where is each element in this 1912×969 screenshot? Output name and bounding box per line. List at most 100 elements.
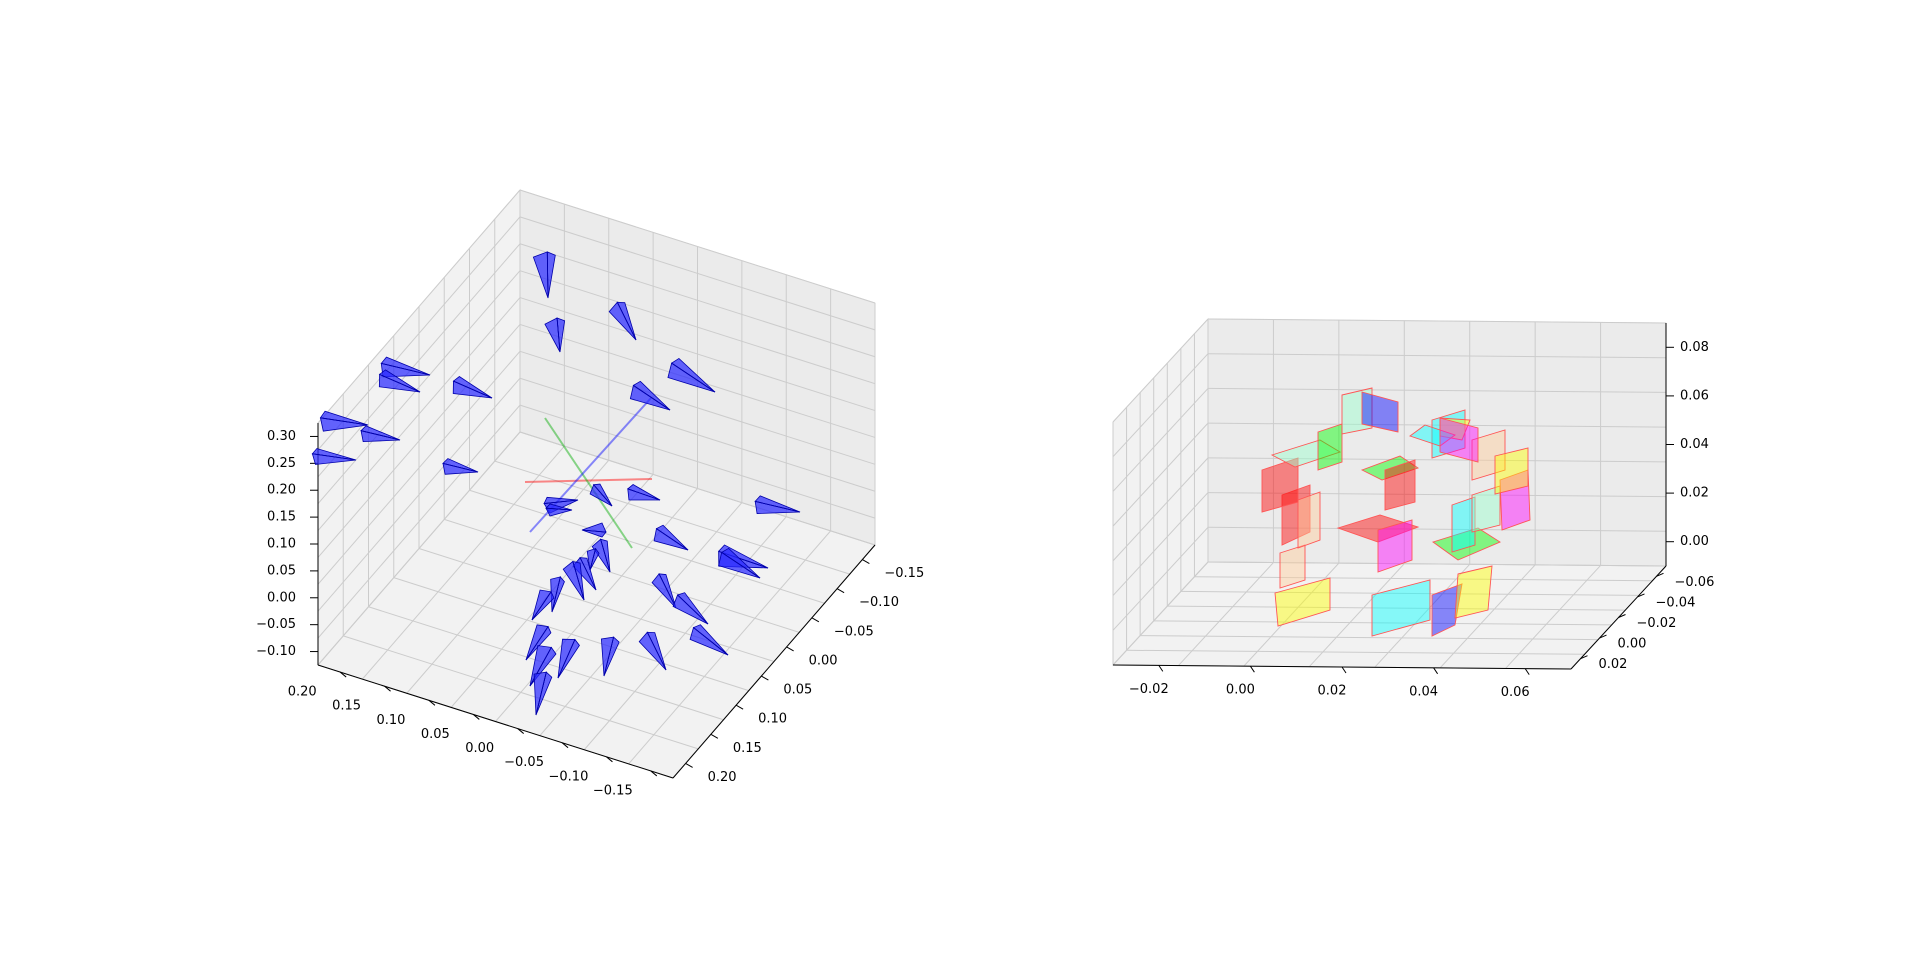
left-z-tick-label: −0.10 [256, 644, 296, 659]
world-axis-line [524, 478, 653, 483]
planar-patch [1432, 527, 1501, 561]
left-x-tick [606, 756, 613, 763]
left-x-tick [384, 685, 391, 692]
planar-patch [1471, 429, 1506, 481]
camera-pyramid [311, 448, 357, 465]
right-floor-gridline [1505, 565, 1601, 669]
left-wall-gridline [317, 189, 521, 424]
right-wall-gridline [1112, 318, 1209, 423]
right-floor-gridline [1178, 562, 1274, 666]
right-x-tick [1158, 665, 1164, 672]
right-wall-gridline [1112, 561, 1209, 666]
left-wall-gridline [519, 377, 876, 492]
right-y-tick-label: −0.04 [1656, 595, 1696, 610]
camera-pyramid [600, 636, 620, 677]
camera-pyramid [689, 624, 729, 656]
camera-pyramid [626, 484, 661, 501]
planar-patch [1499, 469, 1531, 531]
left-y-tick [786, 646, 794, 652]
planar-patches-3d-plot[interactable]: −0.02 0.00 0.02 0.04 0.06 0.02 0.00 −0.02 −0.04 −… [1111, 317, 1715, 700]
left-y-tick-label: −0.05 [834, 624, 874, 639]
left-z-tick-label: 0.30 [267, 429, 296, 444]
right-wall-gridline [1112, 422, 1209, 527]
right-wall-gridline [1207, 526, 1667, 532]
right-y-tick-label: −0.06 [1675, 575, 1715, 590]
left-x-tick [517, 728, 525, 734]
right-z-tick-label: 0.02 [1680, 486, 1709, 501]
right-y-tick [1656, 572, 1664, 577]
camera-pyramid [591, 538, 611, 573]
camera-pyramid [452, 376, 493, 399]
camera-pyramid [531, 589, 555, 621]
right-z-tick-label: 0.00 [1680, 534, 1709, 549]
right-y-tick [1599, 634, 1607, 639]
left-floor-gridline [539, 502, 743, 736]
right-wall-gridline [1207, 457, 1667, 463]
left-y-tick-label: 0.10 [758, 712, 787, 727]
left-floor-gridline [406, 459, 610, 694]
camera-pyramid [533, 671, 553, 716]
camera-pyramid [380, 356, 431, 378]
right-wall-gridline [1207, 353, 1667, 359]
left-wall-gridline [519, 297, 876, 412]
right-floor-gridline [1439, 564, 1536, 669]
camera-pyramid [544, 317, 566, 353]
left-wall-gridline [519, 189, 876, 304]
right-y-tick-label: −0.02 [1637, 616, 1677, 631]
left-wall-gridline [519, 243, 876, 358]
left-x-tick-label: 0.05 [421, 727, 450, 742]
camera-pyramid [589, 483, 613, 507]
left-y-tick-label: 0.05 [783, 683, 812, 698]
planar-patch [1317, 423, 1343, 471]
left-wall-gridline [317, 324, 521, 558]
left-x-tick-label: 0.15 [332, 699, 361, 714]
right-floor-gridline [1374, 563, 1471, 668]
camera-pyramid [557, 638, 580, 679]
right-z-tick-label: 0.08 [1680, 340, 1709, 355]
left-wall-gridline [317, 404, 521, 639]
left-x-tick-label: 0.10 [376, 713, 405, 728]
camera-pyramid [525, 624, 552, 661]
planar-patch [1371, 579, 1431, 637]
left-y-tick-label: 0.15 [733, 741, 762, 756]
right-y-tick-label: 0.00 [1618, 637, 1647, 652]
camera-pyramid [562, 560, 585, 601]
left-wall-gridline [317, 270, 521, 504]
left-z-tick-label: 0.05 [267, 563, 296, 578]
right-y-tick [1637, 593, 1645, 598]
right-floor-gridline [1126, 649, 1585, 655]
camera-poses-3d-plot[interactable]: 0.20 0.15 0.10 0.05 0.00 −0.05 −0.10 −0.15 0.20 0… [256, 188, 924, 798]
left-y-tick-label: 0.00 [809, 653, 838, 668]
planar-patch [1439, 417, 1479, 463]
planar-patch [1451, 496, 1476, 553]
left-wall-gridline [317, 297, 521, 531]
left-wall-gridline [317, 243, 521, 478]
left-z-tick-label: 0.25 [267, 456, 296, 471]
planar-patch [1361, 391, 1399, 433]
planar-patch [1377, 519, 1413, 573]
left-x-tick [650, 770, 658, 777]
camera-pyramid [608, 301, 637, 341]
planar-patch [1384, 459, 1416, 511]
left-y-tick [836, 588, 845, 594]
left-x-tick-label: 0.20 [288, 685, 317, 700]
right-y-tick [1618, 614, 1626, 618]
left-wall-gridline [317, 431, 521, 666]
right-wall-gridline [1112, 353, 1209, 458]
camera-pyramid [319, 410, 369, 432]
right-floor-gridline [1167, 605, 1626, 611]
right-floor-gridline [1153, 620, 1612, 626]
right-wall-gridline [1112, 526, 1209, 631]
left-x-tick-label: 0.00 [465, 741, 494, 756]
camera-pyramid [754, 495, 801, 514]
left-wall-gridline [519, 404, 876, 519]
left-wall-gridline [519, 270, 876, 385]
right-x-tick-label: 0.00 [1226, 683, 1255, 698]
left-y-tick [811, 617, 820, 623]
right-floor-gridline [1180, 590, 1639, 596]
right-x-tick [1524, 668, 1530, 675]
left-wall-gridline [317, 351, 521, 585]
right-floor-gridline [1194, 576, 1653, 582]
camera-pyramid [629, 380, 671, 411]
